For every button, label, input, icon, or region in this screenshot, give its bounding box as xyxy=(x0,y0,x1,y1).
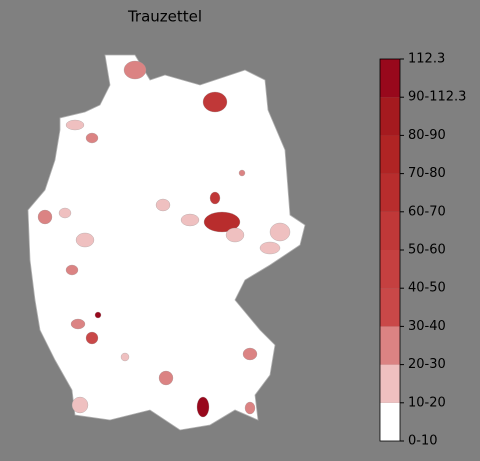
district xyxy=(158,370,174,386)
colorbar-segment xyxy=(380,59,400,98)
colorbar-tick-label: 80-90 xyxy=(408,128,446,143)
district xyxy=(94,311,102,319)
colorbar-tick-label: 30-40 xyxy=(408,319,446,334)
colorbar-tick-label: 40-50 xyxy=(408,281,446,296)
colorbar-segment xyxy=(380,173,400,212)
colorbar-tick-label: 50-60 xyxy=(408,243,446,258)
colorbar-tick-label: 112.3 xyxy=(408,52,445,67)
district xyxy=(75,232,95,248)
district xyxy=(203,211,241,233)
district xyxy=(123,60,147,80)
district xyxy=(225,227,245,243)
district xyxy=(65,119,85,131)
regions xyxy=(37,60,291,418)
colorbar-segment xyxy=(380,326,400,365)
district xyxy=(37,209,53,225)
colorbar: 0-10 10-20 20-30 30-40 40-50 50-60 60-70 70-80 8… xyxy=(379,52,466,449)
colorbar-tick-label: 60-70 xyxy=(408,204,446,219)
district xyxy=(244,401,256,415)
district xyxy=(202,91,228,113)
district xyxy=(242,347,258,361)
district xyxy=(196,396,210,418)
map-title: Trauzettel xyxy=(127,8,202,26)
colorbar-segment xyxy=(380,135,400,174)
colorbar-segment xyxy=(380,97,400,136)
colorbar-tick-label: 10-20 xyxy=(408,395,446,410)
colorbar-tick-label: 90-112.3 xyxy=(408,90,466,105)
district xyxy=(70,318,86,330)
colorbar-segment xyxy=(380,288,400,327)
colorbar-tick-label: 70-80 xyxy=(408,166,446,181)
district xyxy=(120,352,130,362)
district xyxy=(209,191,221,205)
district xyxy=(71,396,89,414)
district xyxy=(85,331,99,345)
colorbar-tick-label: 20-30 xyxy=(408,357,446,372)
district xyxy=(259,241,281,255)
district xyxy=(269,222,291,242)
colorbar-segment xyxy=(380,250,400,289)
district xyxy=(58,207,72,219)
district xyxy=(180,213,200,227)
district xyxy=(155,198,171,212)
colorbar-segment xyxy=(380,364,400,403)
district xyxy=(65,264,79,276)
colorbar-segment xyxy=(380,402,400,441)
colorbar-tick-label: 0-10 xyxy=(408,434,438,449)
district xyxy=(85,132,99,144)
district xyxy=(238,169,246,177)
colorbar-segment xyxy=(380,211,400,250)
